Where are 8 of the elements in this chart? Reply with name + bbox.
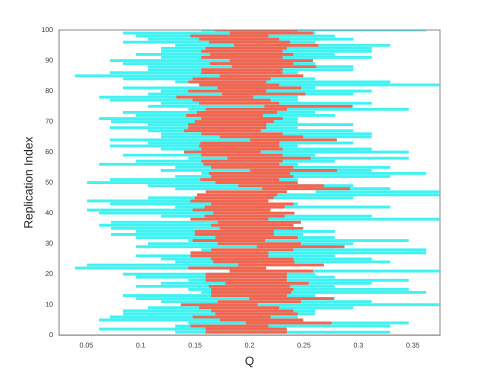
bar xyxy=(188,126,266,130)
bar xyxy=(194,196,274,200)
bar xyxy=(211,288,294,291)
x-axis-title: Q xyxy=(244,354,254,368)
bar xyxy=(199,144,280,148)
bar xyxy=(206,330,287,334)
bar xyxy=(211,291,292,294)
y-axis-title: Replication Index xyxy=(22,136,36,229)
